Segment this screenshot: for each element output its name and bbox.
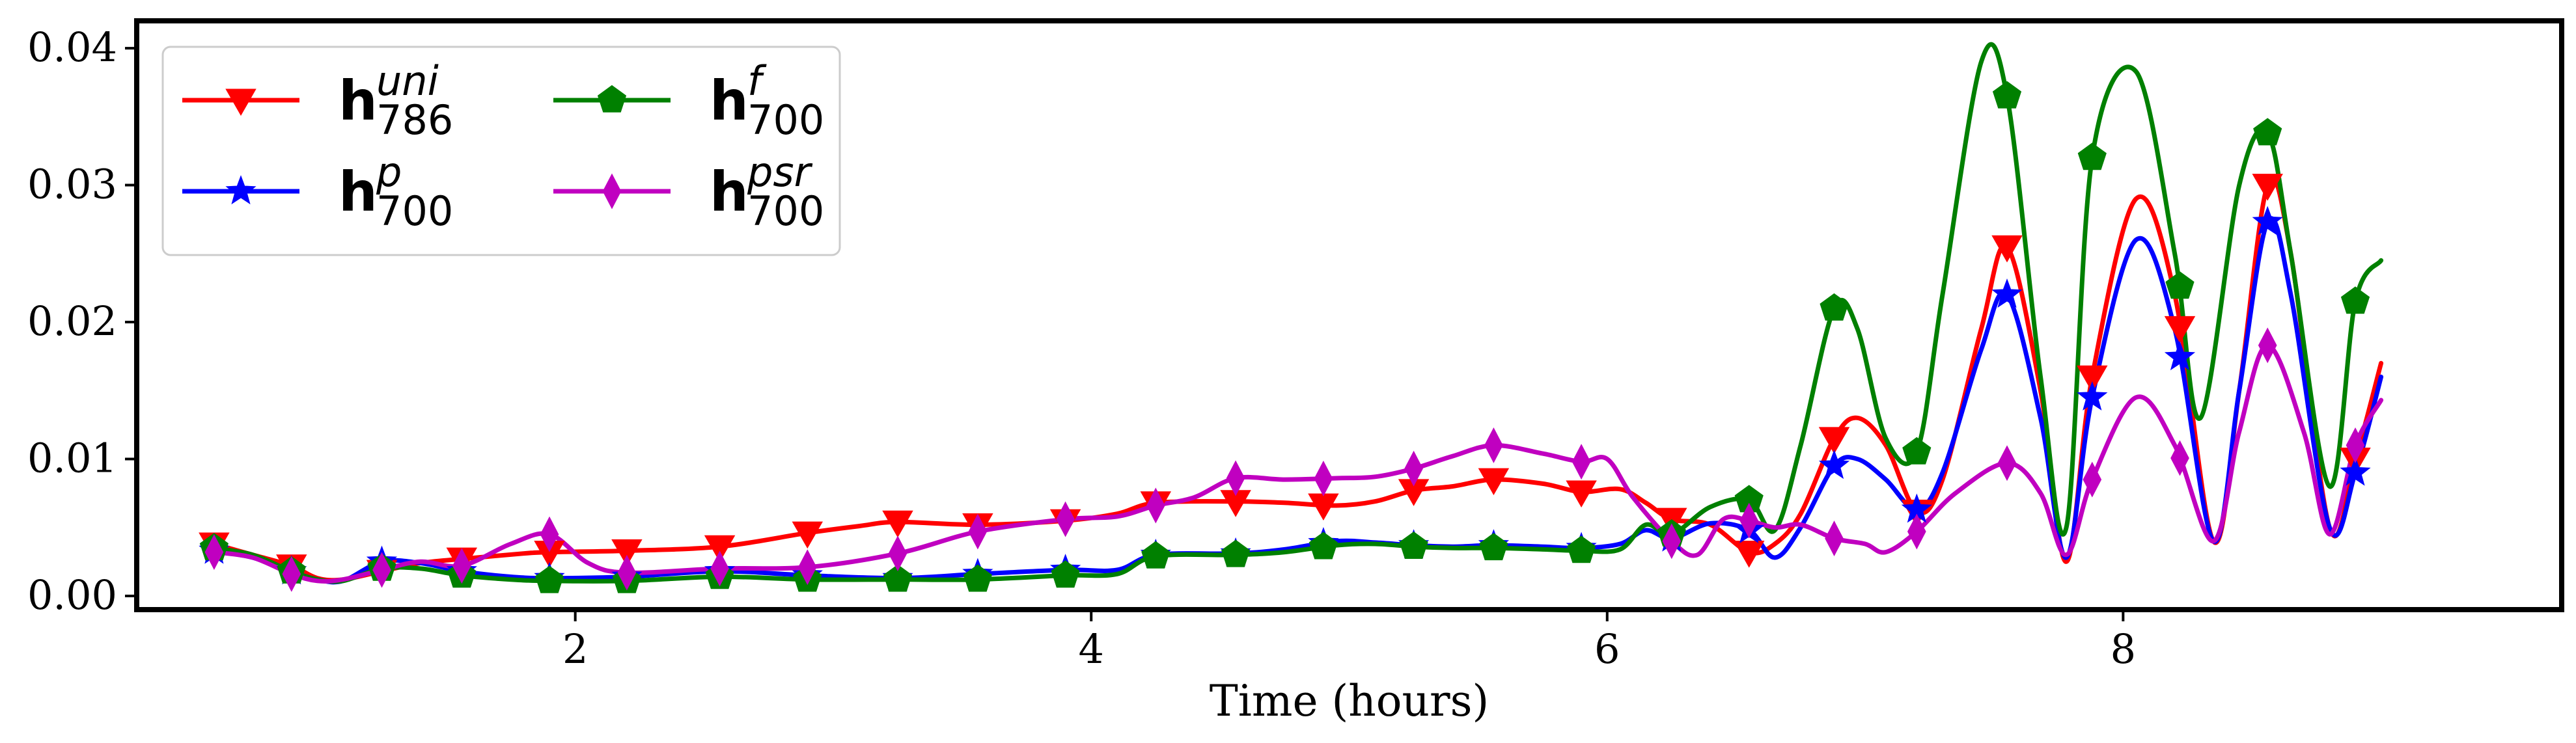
x-tick-label: 4 bbox=[1078, 625, 1103, 673]
x-tick-label: 8 bbox=[2111, 625, 2136, 673]
data-point-uni bbox=[2252, 174, 2283, 201]
data-point-psr bbox=[2346, 427, 2365, 463]
data-point-f bbox=[1399, 531, 1428, 560]
legend-label-sub: 700 bbox=[376, 187, 453, 235]
data-point-f bbox=[963, 564, 992, 592]
legend-marker bbox=[225, 175, 256, 205]
y-tick-label: 0.01 bbox=[27, 434, 117, 481]
data-point-f bbox=[1309, 532, 1338, 560]
data-point-psr bbox=[540, 516, 559, 552]
x-tick-label: 2 bbox=[562, 625, 588, 673]
data-point-psr bbox=[1997, 445, 2017, 481]
data-point-f bbox=[2165, 271, 2195, 299]
legend-marker bbox=[602, 173, 622, 209]
data-point-uni bbox=[704, 535, 736, 563]
data-point-f bbox=[1992, 81, 2022, 109]
legend-marker bbox=[597, 85, 627, 113]
data-point-uni bbox=[2164, 316, 2196, 344]
legend-label-main: h bbox=[710, 69, 749, 133]
data-point-psr bbox=[1825, 520, 1844, 557]
legend-label-sup: psr bbox=[747, 148, 813, 196]
data-point-uni bbox=[1478, 468, 1510, 496]
x-axis-ticks: 2 4 6 8 bbox=[562, 610, 2136, 673]
data-point-psr bbox=[1146, 487, 1165, 524]
data-point-psr bbox=[1226, 460, 1245, 496]
data-point-uni bbox=[1733, 541, 1765, 568]
data-point-p bbox=[2340, 456, 2371, 486]
data-point-psr bbox=[710, 550, 729, 587]
legend-label-sub: 786 bbox=[376, 96, 453, 144]
y-tick-label: 0.03 bbox=[27, 161, 117, 208]
legend-label-sup: p bbox=[376, 148, 402, 196]
series-line-p bbox=[212, 216, 2384, 585]
data-point-f bbox=[2077, 142, 2107, 170]
data-point-uni bbox=[882, 510, 913, 538]
data-point-p bbox=[2164, 341, 2196, 371]
data-point-uni bbox=[2077, 365, 2108, 393]
data-point-f bbox=[534, 565, 564, 593]
data-point-psr bbox=[1907, 513, 1926, 550]
plot-frame bbox=[134, 18, 2564, 612]
data-point-psr bbox=[1662, 523, 1682, 560]
y-axis-ticks: 0.00 0.01 0.02 0.03 0.04 bbox=[27, 23, 137, 619]
data-point-f bbox=[1820, 293, 1849, 321]
data-point-p bbox=[2077, 381, 2108, 411]
data-point-psr bbox=[372, 552, 391, 588]
data-point-f bbox=[2340, 286, 2370, 314]
data-point-psr bbox=[282, 556, 301, 592]
x-tick-label: 6 bbox=[1594, 625, 1620, 673]
data-point-f bbox=[2253, 118, 2282, 146]
data-point-f bbox=[883, 564, 913, 592]
legend-label-sub: 700 bbox=[747, 187, 824, 235]
data-point-psr bbox=[1056, 501, 1075, 537]
data-point-f bbox=[1221, 539, 1251, 567]
data-point-psr bbox=[1484, 427, 1503, 463]
y-tick-label: 0.00 bbox=[27, 571, 117, 619]
y-tick-label: 0.04 bbox=[27, 23, 117, 71]
data-point-psr bbox=[1572, 444, 1591, 480]
data-point-f bbox=[1051, 560, 1080, 588]
data-point-f bbox=[1902, 437, 1932, 465]
data-point-uni bbox=[792, 521, 824, 549]
legend-label-main: h bbox=[339, 69, 378, 133]
data-point-psr bbox=[2258, 327, 2277, 364]
data-point-psr bbox=[1314, 461, 1333, 496]
data-point-psr bbox=[2083, 461, 2102, 498]
data-point-uni bbox=[611, 539, 643, 567]
legend-label-main: h bbox=[339, 160, 378, 224]
data-point-p bbox=[1991, 278, 2023, 308]
data-point-uni bbox=[1566, 480, 1597, 508]
data-point-psr bbox=[204, 534, 224, 571]
data-point-f bbox=[1567, 535, 1596, 563]
data-point-psr bbox=[2170, 440, 2189, 476]
legend-marker bbox=[225, 88, 256, 116]
legend-label-sup: uni bbox=[376, 57, 439, 105]
data-point-psr bbox=[797, 549, 817, 586]
x-axis-label: Time (hours) bbox=[1210, 676, 1489, 726]
data-point-p bbox=[1818, 450, 1850, 480]
data-point-f bbox=[1141, 541, 1170, 569]
data-point-f bbox=[1479, 533, 1508, 561]
series-markers bbox=[199, 81, 2371, 593]
y-tick-label: 0.02 bbox=[27, 297, 117, 345]
data-point-psr bbox=[968, 513, 988, 550]
data-point-psr bbox=[1739, 502, 1759, 539]
legend-label-sub: 700 bbox=[747, 96, 824, 144]
data-point-uni bbox=[1991, 235, 2023, 263]
legend-label-main: h bbox=[710, 160, 749, 224]
data-point-psr bbox=[452, 548, 471, 584]
data-point-psr bbox=[617, 554, 637, 591]
data-point-p bbox=[2252, 206, 2283, 236]
data-point-psr bbox=[1404, 450, 1423, 487]
data-point-uni bbox=[1818, 427, 1850, 454]
data-point-psr bbox=[888, 535, 907, 572]
